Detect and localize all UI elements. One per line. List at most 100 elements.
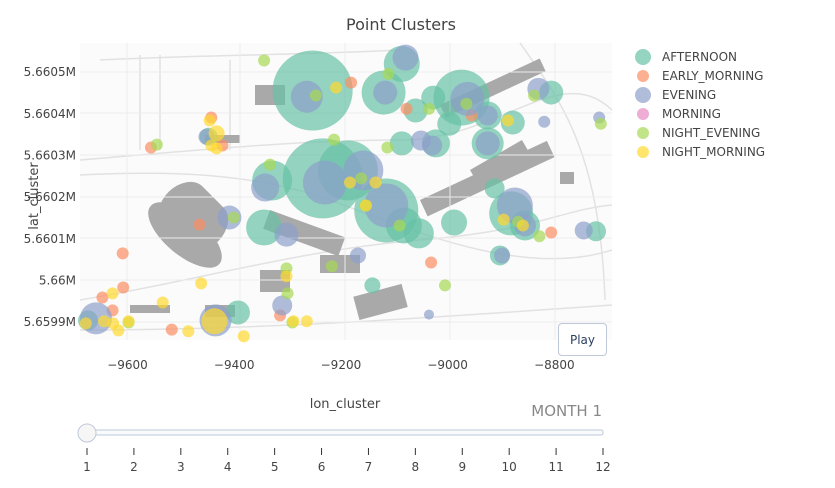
slider-step-label[interactable]: 2 [130,460,138,474]
slider-handle[interactable] [77,423,97,443]
data-point[interactable] [497,213,510,226]
data-point[interactable] [182,325,195,338]
slider-step-label[interactable]: 10 [502,460,517,474]
slider-step-label[interactable]: 12 [595,460,610,474]
data-point[interactable] [79,317,92,330]
data-point[interactable] [327,133,340,146]
x-tick-label: −9400 [214,358,255,372]
data-point[interactable] [237,330,250,343]
slider-step-label[interactable]: 11 [548,460,563,474]
data-point[interactable] [274,222,299,247]
data-point[interactable] [501,114,514,127]
data-point[interactable] [460,97,473,110]
slider-step-label[interactable]: 3 [177,460,185,474]
legend-item-afternoon[interactable]: AFTERNOON [635,49,737,65]
y-tick-label: 5.6603M [24,148,76,162]
data-point[interactable] [516,219,529,232]
data-point[interactable] [528,89,541,102]
data-point[interactable] [364,183,409,228]
slider-step-label[interactable]: 1 [83,460,91,474]
slider-step-label[interactable]: 6 [318,460,326,474]
data-point[interactable] [344,176,357,189]
data-point[interactable] [208,125,225,142]
data-point[interactable] [364,277,381,294]
data-point[interactable] [538,115,551,128]
data-point[interactable] [441,209,468,236]
data-point[interactable] [545,226,558,239]
x-tick-label: −9600 [107,358,148,372]
data-point[interactable] [382,67,395,80]
legend-item-early-morning[interactable]: EARLY_MORNING [637,69,763,83]
data-point[interactable] [533,230,546,243]
data-point[interactable] [165,323,178,336]
data-point[interactable] [203,114,216,127]
slider-track[interactable] [86,429,604,436]
data-point[interactable] [392,44,419,71]
slider-step-label[interactable]: 4 [224,460,232,474]
month-slider[interactable]: MONTH 1 1 2 3 4 5 6 7 8 9 10 11 12 [77,402,611,474]
legend-item-morning[interactable]: MORNING [637,107,721,121]
data-point[interactable] [350,247,367,264]
data-point[interactable] [263,158,276,171]
legend: AFTERNOON EARLY_MORNING EVENING MORNING NIGH… [635,49,765,159]
data-point[interactable] [494,247,511,264]
data-point[interactable] [400,102,413,115]
data-point[interactable] [122,315,135,328]
data-point[interactable] [330,81,343,94]
data-point[interactable] [106,287,119,300]
data-point[interactable] [280,270,293,283]
data-point[interactable] [422,102,435,115]
data-point[interactable] [438,279,451,292]
data-point[interactable] [117,281,130,294]
data-point[interactable] [355,172,368,185]
data-point[interactable] [272,295,293,316]
data-point[interactable] [403,218,434,249]
data-point[interactable] [423,309,434,320]
data-point[interactable] [251,173,280,202]
data-point[interactable] [290,80,323,113]
data-point[interactable] [195,277,208,290]
data-point[interactable] [281,287,294,300]
slider-step-label[interactable]: 5 [271,460,279,474]
data-point[interactable] [156,296,169,309]
data-point[interactable] [393,219,406,232]
slider-step-label[interactable]: 8 [412,460,420,474]
data-point[interactable] [325,260,338,273]
data-point[interactable] [98,315,111,328]
data-point[interactable] [422,135,443,156]
data-point[interactable] [150,138,163,151]
data-point[interactable] [475,131,500,156]
play-button[interactable]: Play [558,323,607,356]
data-point[interactable] [477,105,498,126]
data-point[interactable] [300,315,313,328]
slider-step-label[interactable]: 7 [365,460,373,474]
data-point[interactable] [246,209,283,246]
data-point[interactable] [205,139,218,152]
data-point[interactable] [96,291,109,304]
data-point[interactable] [381,141,394,154]
data-point[interactable] [258,54,271,67]
data-point[interactable] [373,80,398,105]
data-point[interactable] [201,308,228,335]
legend-item-night-morning[interactable]: NIGHT_MORNING [637,145,765,159]
data-point[interactable] [425,256,438,269]
data-point[interactable] [193,218,206,231]
data-point[interactable] [594,117,607,130]
data-point[interactable] [345,76,358,89]
data-point[interactable] [227,211,240,224]
data-point[interactable] [302,160,347,205]
data-point[interactable] [287,315,300,328]
data-point[interactable] [437,111,462,136]
data-point[interactable] [484,178,505,199]
data-point[interactable] [309,89,322,102]
legend-item-evening[interactable]: EVENING [635,87,716,103]
legend-item-night-evening[interactable]: NIGHT_EVENING [637,126,760,140]
data-point[interactable] [225,300,250,325]
data-point[interactable] [360,199,373,212]
data-point[interactable] [574,221,593,240]
data-point[interactable] [369,176,382,189]
data-point[interactable] [112,324,125,337]
slider-step-label[interactable]: 9 [458,460,466,474]
data-point[interactable] [116,247,129,260]
data-point[interactable] [389,131,414,156]
